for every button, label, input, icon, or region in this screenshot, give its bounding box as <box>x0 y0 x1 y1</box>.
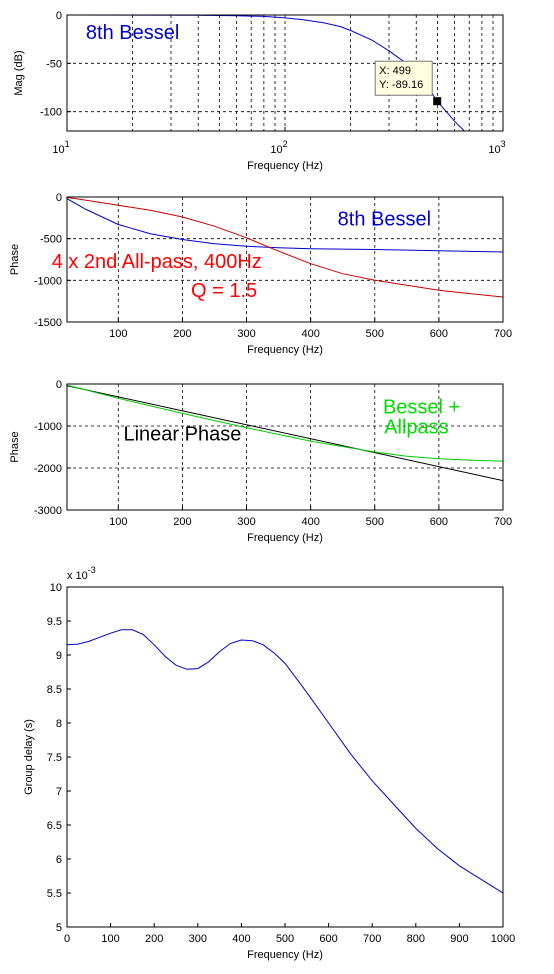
plot-area <box>67 587 503 927</box>
x-tick-label: 100 <box>101 933 119 945</box>
series-line-1 <box>67 15 466 131</box>
y-tick-label: 0 <box>56 10 62 22</box>
series-annotation: Allpass <box>384 417 448 439</box>
x-tick-label: 103 <box>488 139 505 156</box>
y-tick-label: 6.5 <box>47 820 62 832</box>
y-multiplier-label: x 10-3 <box>67 565 96 582</box>
datatip-x-text: X: 499 <box>379 65 411 77</box>
x-tick-label: 800 <box>407 933 425 945</box>
x-tick-label: 400 <box>301 328 319 340</box>
series-line-2 <box>67 384 503 462</box>
y-tick-label: 9 <box>56 650 62 662</box>
axes-frame <box>66 383 504 511</box>
series-annotation: 8th Bessel <box>338 208 431 230</box>
x-tick-label: 700 <box>494 516 512 528</box>
y-tick-label: 8.5 <box>47 684 62 696</box>
series-annotation: 8th Bessel <box>86 22 179 44</box>
y-tick-label: 9.5 <box>47 616 62 628</box>
x-axis-label: Frequency (Hz) <box>247 344 323 356</box>
y-tick-label: -2000 <box>34 463 62 475</box>
y-tick-label: -3000 <box>34 505 62 517</box>
x-tick-label: 200 <box>173 516 191 528</box>
x-tick-label: 600 <box>319 933 337 945</box>
x-tick-label: 0 <box>64 933 70 945</box>
series-annotation: Linear Phase <box>123 424 241 446</box>
y-tick-label: 10 <box>50 582 62 594</box>
x-axis-label: Frequency (Hz) <box>247 160 323 172</box>
chart-panel-2: 100 200 300 400 500 600 700 0 -500 -1000 -1500 Freq… <box>9 192 512 356</box>
plot-area <box>67 384 503 510</box>
datatip-box[interactable] <box>374 60 433 96</box>
x-tick-label: 700 <box>494 328 512 340</box>
y-tick-label: -1500 <box>34 317 62 329</box>
series-line-2 <box>67 197 503 298</box>
y-tick-label: 0 <box>56 192 62 204</box>
series-annotation: Q = 1.5 <box>191 280 257 302</box>
y-tick-label: -100 <box>40 107 62 119</box>
y-tick-label: -500 <box>40 234 62 246</box>
y-axis-label: Group delay (s) <box>23 719 35 795</box>
x-tick-label: 100 <box>109 328 127 340</box>
series-line-1 <box>67 198 503 253</box>
y-tick-label: -1000 <box>34 275 62 287</box>
x-tick-label: 700 <box>363 933 381 945</box>
chart-panel-1: 101 102 103 0 -50 -100 Frequency (Hz) Mag (dB) 8… <box>13 10 506 172</box>
series-line-1 <box>67 629 503 894</box>
chart-panel-3: 100 200 300 400 500 600 700 0 -1000 -2000 -3000 Fre… <box>9 379 512 544</box>
series-line-1 <box>67 385 503 482</box>
y-tick-label: 7 <box>56 786 62 798</box>
datatip-marker[interactable] <box>433 97 442 106</box>
y-tick-label: 8 <box>56 718 62 730</box>
y-tick-label: 5 <box>56 922 62 934</box>
chart-panel-4: 0 100 200 300 400 500 600 700 800 900 1000 5 5.5 6 6.5… <box>23 565 515 961</box>
x-tick-label: 102 <box>270 139 287 156</box>
x-tick-label: 600 <box>430 328 448 340</box>
y-axis-label: Phase <box>9 244 21 275</box>
y-axis-label: Mag (dB) <box>13 50 25 95</box>
x-tick-label: 300 <box>237 516 255 528</box>
x-tick-label: 200 <box>173 328 191 340</box>
x-tick-label: 400 <box>232 933 250 945</box>
x-tick-label: 101 <box>52 139 69 156</box>
x-tick-label: 400 <box>301 516 319 528</box>
y-tick-label: 5.5 <box>47 888 62 900</box>
x-tick-label: 600 <box>430 516 448 528</box>
x-tick-label: 300 <box>237 328 255 340</box>
x-tick-label: 1000 <box>491 933 515 945</box>
x-tick-label: 300 <box>189 933 207 945</box>
y-tick-label: 6 <box>56 854 62 866</box>
y-tick-label: 0 <box>56 379 62 391</box>
x-tick-label: 500 <box>366 328 384 340</box>
y-tick-label: -1000 <box>34 421 62 433</box>
x-tick-label: 500 <box>366 516 384 528</box>
y-tick-label: -50 <box>46 58 62 70</box>
x-axis-label: Frequency (Hz) <box>247 949 323 961</box>
datatip-y-text: Y: -89.16 <box>379 79 423 91</box>
axes-frame <box>66 196 504 323</box>
series-annotation: Bessel + <box>383 396 460 418</box>
y-axis-label: Phase <box>9 431 21 462</box>
series-annotation: 4 x 2nd All-pass, 400Hz <box>52 251 262 273</box>
plot-area <box>67 197 503 322</box>
x-tick-label: 200 <box>145 933 163 945</box>
y-tick-label: 7.5 <box>47 752 62 764</box>
x-tick-label: 500 <box>276 933 294 945</box>
x-axis-label: Frequency (Hz) <box>247 532 323 544</box>
x-tick-label: 100 <box>109 516 127 528</box>
x-tick-label: 900 <box>450 933 468 945</box>
